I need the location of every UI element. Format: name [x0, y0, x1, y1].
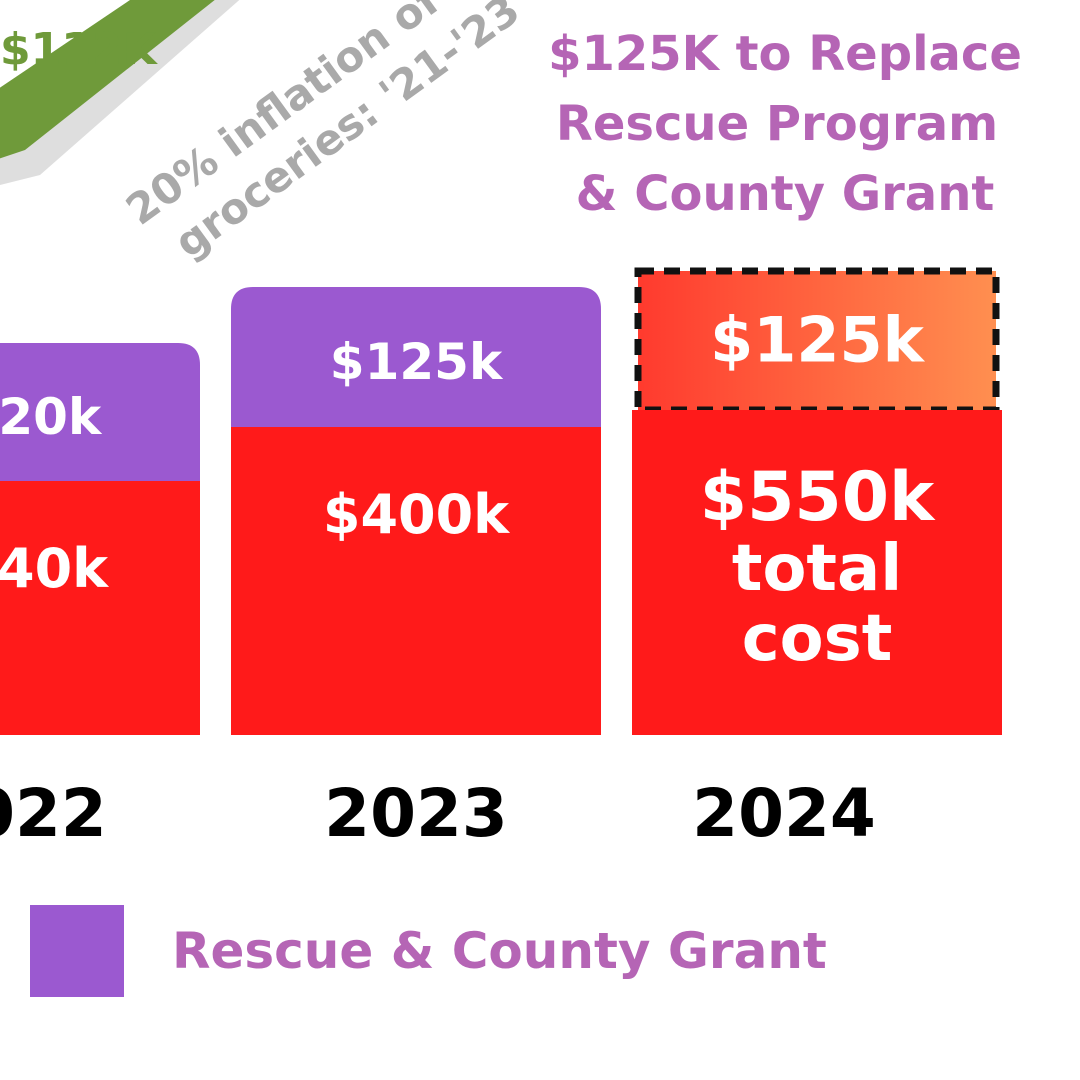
bar-label-cost-2024-line-1: $550k — [700, 458, 936, 537]
legend: Rescue & County Grant — [30, 905, 827, 997]
bar-label-grant-2024: $125k — [710, 304, 926, 377]
bars-group: $120k $440k 2022 $125k $400k 2023 $125k $550kto… — [0, 267, 1002, 852]
x-tick-label-2024: 2024 — [692, 775, 876, 852]
bar-segment-grant-2024 — [638, 271, 996, 410]
bar-label-cost-2024-line-2: total — [732, 532, 902, 606]
x-tick-label-2023: 2023 — [324, 775, 508, 852]
bar-label-cost-2022: $440k — [0, 537, 109, 600]
bar-segment-cost-2022 — [0, 481, 200, 735]
legend-label-rescue-grant: Rescue & County Grant — [172, 922, 827, 980]
heading-line-3: & County Grant — [576, 166, 995, 222]
bar-label-grant-2022: $120k — [0, 388, 103, 446]
bar-label-grant-2023: $125k — [330, 333, 504, 391]
bar-label-cost-2023: $400k — [323, 483, 510, 546]
legend-swatch-rescue-grant — [30, 905, 124, 997]
bar-segment-cost-2023 — [231, 427, 601, 735]
arrow-shadow — [0, 0, 240, 185]
bar-label-cost-2024-line-3: cost — [742, 602, 893, 676]
bar-segment-grant-2023 — [231, 287, 601, 427]
bar-segment-cost-2024 — [632, 410, 1002, 735]
inflation-arrow-annotation: $112K 20% inflation of groceries: '21-'2… — [0, 0, 520, 267]
replacement-heading: $125K to Replace Rescue Program & County… — [548, 26, 1022, 222]
x-tick-label-2022: 2022 — [0, 775, 107, 852]
heading-line-2: Rescue Program — [556, 96, 998, 152]
arrow-band — [0, 0, 215, 159]
arrow-value-label: $112K — [0, 24, 158, 75]
bar-segment-grant-2022 — [0, 343, 200, 481]
heading-line-1: $125K to Replace — [548, 26, 1022, 82]
